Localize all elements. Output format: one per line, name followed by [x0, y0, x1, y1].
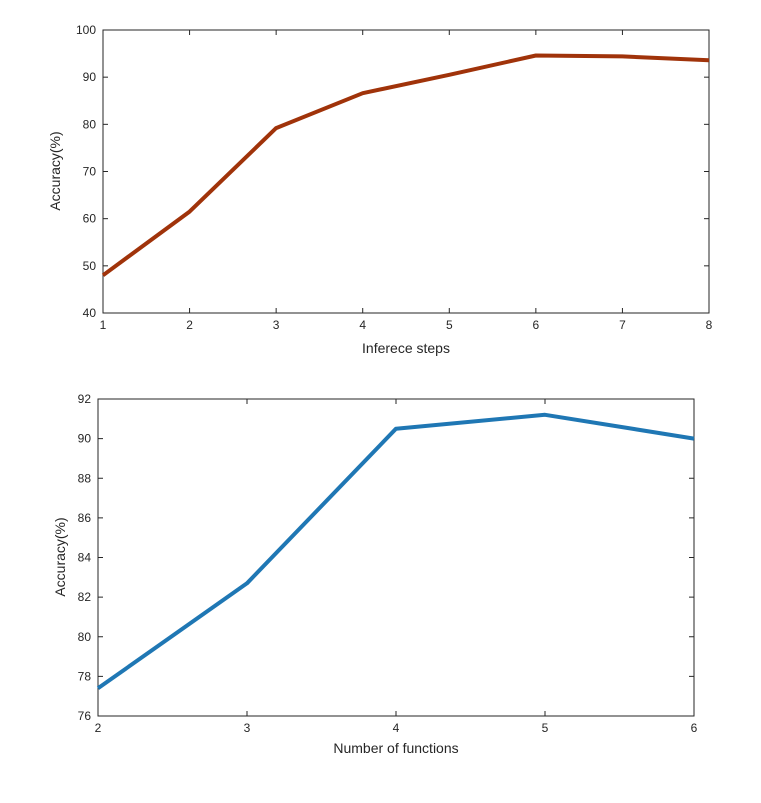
series-group-1 [101, 53, 710, 277]
series-group-2 [96, 412, 695, 690]
y-tick-label: 90 [83, 70, 97, 84]
y-tick-label: 100 [76, 23, 96, 37]
x-ticks-1: 1 2 3 4 5 6 7 8 [100, 30, 713, 332]
x-tick-label: 6 [533, 318, 540, 332]
x-tick-label: 8 [706, 318, 713, 332]
y-tick-label: 90 [78, 432, 92, 446]
x-ticks-2: 2 3 4 5 6 [95, 399, 698, 735]
y-axis-label-2: Accuracy(%) [52, 517, 68, 596]
x-tick-label: 5 [542, 721, 549, 735]
y-tick-label: 60 [83, 212, 97, 226]
x-tick-label: 4 [393, 721, 400, 735]
y-axis-label-1: Accuracy(%) [47, 131, 63, 210]
series-line [101, 53, 710, 277]
x-tick-label: 3 [273, 318, 280, 332]
y-tick-label: 50 [83, 259, 97, 273]
y-ticks-1: 40 50 60 70 80 90 100 [76, 23, 709, 320]
y-tick-label: 40 [83, 306, 97, 320]
chart-number-of-functions: 2 3 4 5 6 76 78 80 82 84 86 88 90 92 Number of funct… [52, 392, 698, 756]
y-tick-label: 86 [78, 511, 92, 525]
y-tick-label: 92 [78, 392, 92, 406]
x-tick-label: 6 [691, 721, 698, 735]
y-tick-label: 82 [78, 590, 92, 604]
y-tick-label: 84 [78, 551, 92, 565]
y-ticks-2: 76 78 80 82 84 86 88 90 92 [78, 392, 694, 723]
x-tick-label: 7 [619, 318, 626, 332]
y-tick-label: 70 [83, 165, 97, 179]
y-tick-label: 80 [83, 117, 97, 131]
y-tick-label: 76 [78, 709, 92, 723]
y-tick-label: 78 [78, 669, 92, 683]
plot-frame-2 [97, 398, 695, 717]
x-tick-label: 2 [186, 318, 193, 332]
plot-frame-1 [102, 29, 710, 314]
series-line [96, 412, 695, 690]
x-axis-label-1: Inferece steps [362, 340, 450, 356]
x-tick-label: 2 [95, 721, 102, 735]
x-axis-label-2: Number of functions [333, 740, 458, 756]
x-tick-label: 1 [100, 318, 107, 332]
x-tick-label: 3 [244, 721, 251, 735]
x-tick-label: 4 [359, 318, 366, 332]
y-tick-label: 88 [78, 471, 92, 485]
x-tick-label: 5 [446, 318, 453, 332]
y-tick-label: 80 [78, 630, 92, 644]
